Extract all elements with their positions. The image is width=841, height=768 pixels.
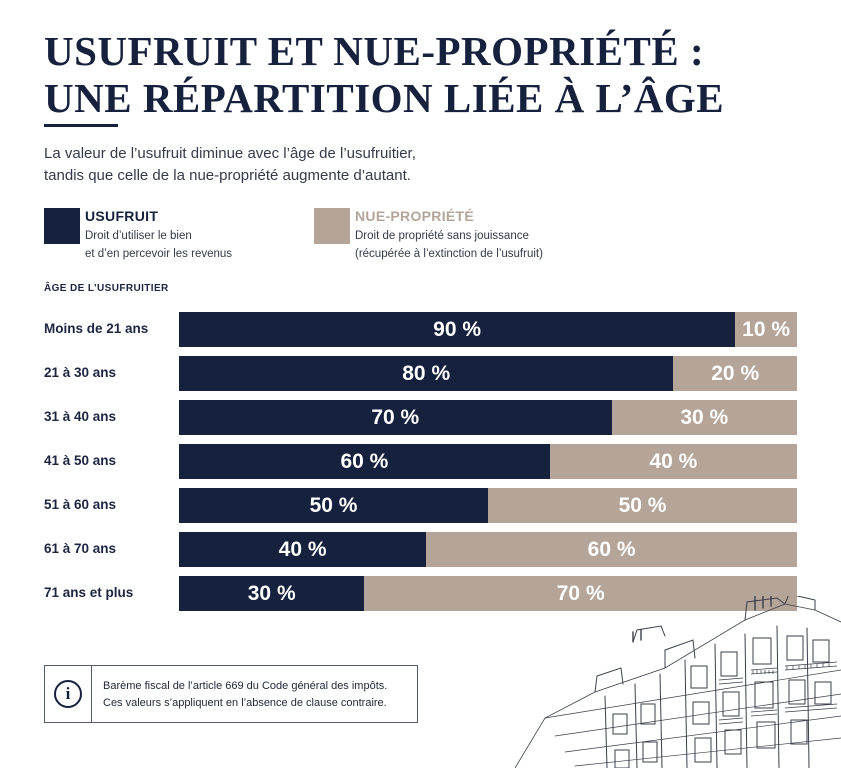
legend-swatch-usufruit xyxy=(44,208,80,244)
page-title: USUFRUIT ET NUE-PROPRIÉTÉ : UNE RÉPARTIT… xyxy=(44,28,764,122)
building-illustration xyxy=(515,596,841,768)
data-label: 30 % xyxy=(680,405,729,429)
info-icon-container: i xyxy=(45,666,92,722)
data-label: 50 % xyxy=(618,493,667,517)
legend-desc-usufruit: Droit d’utiliser le bien et d’en percevo… xyxy=(85,227,232,263)
bar-usufruit: 90 % xyxy=(179,312,736,347)
row-label: 61 à 70 ans xyxy=(44,541,117,556)
note-line-1: Barème fiscal de l’article 669 du Code g… xyxy=(103,680,388,692)
bar-usufruit: 80 % xyxy=(179,356,674,391)
bar-nue-propriete: 70 % xyxy=(364,576,797,611)
bar-row: 60 % 40 % xyxy=(179,444,797,479)
data-label: 20 % xyxy=(711,361,760,385)
data-label: 70 % xyxy=(556,581,605,605)
bar-usufruit: 40 % xyxy=(179,532,427,567)
title-line-1: USUFRUIT ET NUE-PROPRIÉTÉ : xyxy=(44,28,705,74)
row-label: 31 à 40 ans xyxy=(44,409,117,424)
row-label: 41 à 50 ans xyxy=(44,453,117,468)
bar-nue-propriete: 10 % xyxy=(735,312,797,347)
bar-row: 80 % 20 % xyxy=(179,356,797,391)
subtitle-line-2: tandis que celle de la nue-propriété aug… xyxy=(44,167,411,184)
legend-desc-usufruit-line-1: Droit d’utiliser le bien xyxy=(85,230,192,242)
bar-row: 40 % 60 % xyxy=(179,532,797,567)
legend-swatch-nue-propriete xyxy=(314,208,350,244)
row-label: Moins de 21 ans xyxy=(44,321,149,336)
data-label: 80 % xyxy=(402,361,451,385)
info-icon: i xyxy=(54,680,82,708)
bar-row: 50 % 50 % xyxy=(179,488,797,523)
legend-desc-nue-line-1: Droit de propriété sans jouissance xyxy=(355,230,529,242)
data-label: 10 % xyxy=(742,317,791,341)
bar-usufruit: 60 % xyxy=(179,444,550,479)
data-label: 60 % xyxy=(340,449,389,473)
data-label: 90 % xyxy=(433,317,482,341)
subtitle: La valeur de l’usufruit diminue avec l’â… xyxy=(44,143,604,187)
row-label: 51 à 60 ans xyxy=(44,497,117,512)
bar-nue-propriete: 50 % xyxy=(488,488,797,523)
subtitle-line-1: La valeur de l’usufruit diminue avec l’â… xyxy=(44,145,416,162)
axis-label-age: ÂGE DE L’USUFRUITIER xyxy=(44,283,169,294)
bar-usufruit: 70 % xyxy=(179,400,612,435)
data-label: 40 % xyxy=(649,449,698,473)
row-label: 71 ans et plus xyxy=(44,585,134,600)
legend-desc-nue-propriete: Droit de propriété sans jouissance (récu… xyxy=(355,227,543,263)
note-text: Barème fiscal de l’article 669 du Code g… xyxy=(103,678,413,712)
bar-row: 70 % 30 % xyxy=(179,400,797,435)
data-label: 50 % xyxy=(309,493,358,517)
title-divider xyxy=(44,124,118,127)
legend-title-usufruit: USUFRUIT xyxy=(85,208,159,224)
bar-nue-propriete: 40 % xyxy=(549,444,797,479)
data-label: 30 % xyxy=(247,581,296,605)
data-label: 70 % xyxy=(371,405,420,429)
legend-title-nue-propriete: NUE-PROPRIÉTÉ xyxy=(355,208,475,224)
bar-nue-propriete: 20 % xyxy=(673,356,797,391)
title-line-2: UNE RÉPARTITION LIÉE À L’ÂGE xyxy=(44,75,725,121)
row-label: 21 à 30 ans xyxy=(44,365,117,380)
bar-usufruit: 50 % xyxy=(179,488,488,523)
bar-nue-propriete: 60 % xyxy=(426,532,797,567)
data-label: 40 % xyxy=(278,537,327,561)
bar-row: 90 % 10 % xyxy=(179,312,797,347)
legend-desc-nue-line-2: (récupérée à l’extinction de l’usufruit) xyxy=(355,248,543,260)
bar-nue-propriete: 30 % xyxy=(611,400,797,435)
info-note: i Barème fiscal de l’article 669 du Code… xyxy=(44,665,418,723)
note-line-2: Ces valeurs s’appliquent en l’absence de… xyxy=(103,697,387,709)
bar-row: 30 % 70 % xyxy=(179,576,797,611)
legend-desc-usufruit-line-2: et d’en percevoir les revenus xyxy=(85,248,233,260)
bar-usufruit: 30 % xyxy=(179,576,365,611)
data-label: 60 % xyxy=(587,537,636,561)
